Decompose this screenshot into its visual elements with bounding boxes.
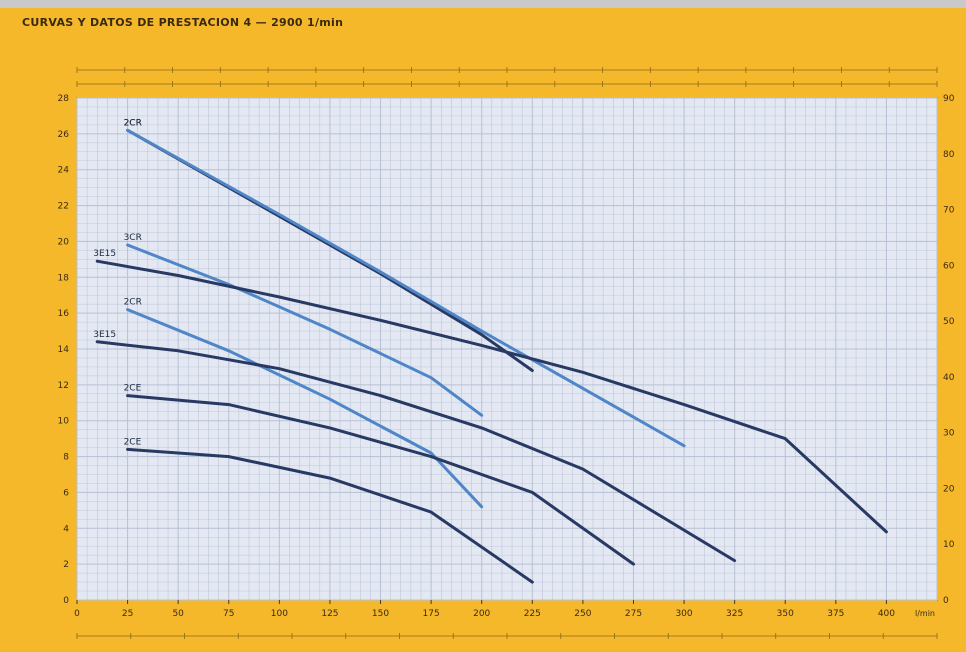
series-label: 3CR bbox=[124, 233, 142, 243]
y-tick-label: 0 bbox=[63, 596, 69, 606]
x-axis: 0 25 50 75 100 125 150 175 200 225 250 275 300 325 350… bbox=[74, 600, 935, 619]
series-label: 2CR bbox=[124, 118, 142, 128]
y-tick-label: 6 bbox=[63, 488, 69, 498]
y-tick-label: 14 bbox=[58, 345, 70, 355]
y-right-tick-label: 10 bbox=[943, 540, 955, 550]
x-tick-label: 175 bbox=[423, 609, 440, 619]
series-label: 3E15 bbox=[93, 249, 116, 259]
y-tick-label: 10 bbox=[58, 417, 70, 427]
series-label: 2CR bbox=[124, 298, 142, 308]
y-tick-label: 12 bbox=[58, 381, 69, 391]
x-tick-label: 0 bbox=[74, 609, 80, 619]
y-tick-label: 8 bbox=[63, 453, 69, 463]
top-scales bbox=[76, 67, 938, 639]
x-tick-label: 350 bbox=[777, 609, 794, 619]
y-tick-label: 22 bbox=[58, 202, 69, 212]
y-right-tick-label: 20 bbox=[943, 484, 955, 494]
x-tick-label: 250 bbox=[574, 609, 591, 619]
series-line bbox=[126, 243, 484, 417]
x-tick-label: 50 bbox=[172, 609, 184, 619]
chart-frame: CURVAS Y DATOS DE PRESTACION 4 — 2900 1/… bbox=[0, 8, 966, 652]
y-axis-right: 0 10 20 30 40 50 60 70 80 90 bbox=[943, 94, 955, 606]
x-tick-label: 200 bbox=[473, 609, 490, 619]
y-right-tick-label: 70 bbox=[943, 206, 955, 216]
x-tick-label: 225 bbox=[524, 609, 541, 619]
y-right-tick-label: 50 bbox=[943, 317, 955, 327]
y-tick-label: 16 bbox=[58, 309, 70, 319]
y-right-tick-label: 60 bbox=[943, 261, 955, 271]
x-tick-label: 400 bbox=[878, 609, 895, 619]
x-tick-label: 325 bbox=[726, 609, 743, 619]
x-tick-label: 75 bbox=[223, 609, 234, 619]
series-line bbox=[95, 340, 737, 563]
x-tick-label: 150 bbox=[372, 609, 389, 619]
series-line bbox=[126, 447, 534, 584]
series-label: 2CR bbox=[124, 118, 142, 128]
series-line bbox=[126, 128, 686, 448]
series-label: 2CE bbox=[124, 384, 142, 394]
x-tick-label: 300 bbox=[675, 609, 692, 619]
y-right-tick-label: 30 bbox=[943, 429, 955, 439]
series-line bbox=[126, 308, 484, 509]
y-right-tick-label: 40 bbox=[943, 373, 955, 383]
series-line bbox=[126, 394, 635, 566]
y-right-tick-label: 0 bbox=[943, 596, 949, 606]
x-tick-label: 100 bbox=[271, 609, 288, 619]
y-tick-label: 18 bbox=[58, 273, 70, 283]
y-tick-label: 24 bbox=[58, 166, 70, 176]
x-units-label: l/min bbox=[915, 609, 935, 618]
series-label: 2CE bbox=[124, 437, 142, 447]
series-label: 3E15 bbox=[93, 330, 116, 340]
y-tick-label: 28 bbox=[58, 94, 70, 104]
y-tick-label: 26 bbox=[58, 130, 70, 140]
y-right-tick-label: 80 bbox=[943, 150, 955, 160]
y-tick-label: 2 bbox=[63, 560, 69, 570]
y-tick-label: 20 bbox=[58, 237, 70, 247]
y-right-tick-label: 90 bbox=[943, 94, 955, 104]
x-tick-label: 125 bbox=[321, 609, 338, 619]
x-tick-label: 275 bbox=[625, 609, 642, 619]
series-line bbox=[95, 259, 888, 534]
chart-title: CURVAS Y DATOS DE PRESTACION 4 — 2900 1/… bbox=[22, 16, 344, 29]
x-tick-label: 25 bbox=[122, 609, 133, 619]
performance-chart: 0 25 50 75 100 125 150 175 200 225 250 275 300 325 350… bbox=[58, 67, 955, 639]
y-tick-label: 4 bbox=[63, 524, 69, 534]
x-tick-label: 375 bbox=[827, 609, 844, 619]
